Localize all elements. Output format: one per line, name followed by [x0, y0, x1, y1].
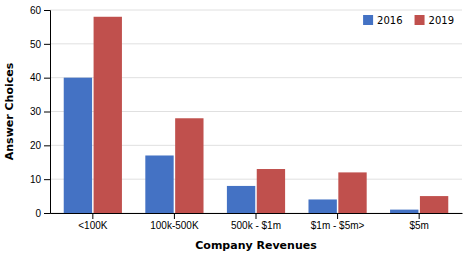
- legend-label: 2019: [429, 15, 454, 26]
- tick-mark: [92, 213, 93, 219]
- bar: [420, 196, 448, 213]
- plot: <100K 100k-500K 500k - $1m $1m - $5m> $5m 0 10…: [30, 5, 463, 231]
- tick-mark: [44, 179, 50, 180]
- tick-label: $1m - $5m>: [311, 220, 365, 231]
- tick-mark: [44, 112, 50, 113]
- x-axis: <100K 100k-500K 500k - $1m $1m - $5m> $5m: [51, 213, 463, 231]
- tick: 500k - $1m: [231, 213, 281, 231]
- bar: [64, 78, 92, 213]
- tick-mark: [256, 213, 257, 219]
- tick: $5m: [409, 213, 428, 231]
- tick-label: 0: [35, 208, 41, 219]
- legend-swatch: [363, 15, 373, 25]
- tick: 60: [30, 5, 50, 16]
- tick-label: 30: [30, 106, 42, 117]
- y-axis-title: Answer Choices: [3, 62, 16, 160]
- bar: [175, 118, 203, 213]
- bar: [145, 155, 173, 213]
- tick: 50: [30, 39, 50, 50]
- tick-label: $5m: [409, 220, 428, 231]
- x-axis-title: Company Revenues: [195, 239, 317, 252]
- tick: $1m - $5m>: [311, 213, 365, 231]
- bar-series: [94, 17, 449, 213]
- tick-label: 20: [30, 140, 42, 151]
- tick-label: 40: [30, 72, 42, 83]
- tick-mark: [337, 213, 338, 219]
- tick: 30: [30, 106, 50, 117]
- tick: 20: [30, 140, 50, 151]
- tick-mark: [44, 145, 50, 146]
- grid: [50, 10, 462, 213]
- bar: [94, 17, 122, 213]
- chart: <100K 100k-500K 500k - $1m $1m - $5m> $5m 0 10…: [0, 0, 474, 257]
- tick-mark: [44, 10, 50, 11]
- tick-label: 10: [30, 174, 42, 185]
- tick-label: <100K: [78, 220, 108, 231]
- tick-mark: [419, 213, 420, 219]
- tick-label: 500k - $1m: [231, 220, 281, 231]
- tick: 100k-500K: [150, 213, 199, 231]
- tick: 40: [30, 72, 50, 83]
- legend-item: 2016: [363, 15, 402, 26]
- legend-item: 2019: [415, 15, 454, 26]
- y-axis: 0 10 20 30 40 50 60: [30, 5, 51, 219]
- bar: [338, 172, 366, 213]
- tick-label: 50: [30, 39, 42, 50]
- bar: [227, 186, 255, 213]
- tick-label: 60: [30, 5, 42, 16]
- axis-line: [44, 11, 51, 214]
- tick-mark: [44, 213, 50, 214]
- tick-label: 100k-500K: [150, 220, 199, 231]
- bar: [308, 199, 336, 213]
- tick-mark: [174, 213, 175, 219]
- tick: 10: [30, 174, 50, 185]
- tick-mark: [44, 78, 50, 79]
- legend-label: 2016: [377, 15, 402, 26]
- bars: [64, 17, 449, 213]
- bar: [257, 169, 285, 213]
- tick: <100K: [78, 213, 108, 231]
- legend-swatch: [415, 15, 425, 25]
- legend: 2016 2019: [363, 15, 454, 26]
- tick-mark: [44, 44, 50, 45]
- tick: 0: [35, 208, 50, 219]
- grid-line: [50, 10, 462, 11]
- bar: [390, 210, 418, 213]
